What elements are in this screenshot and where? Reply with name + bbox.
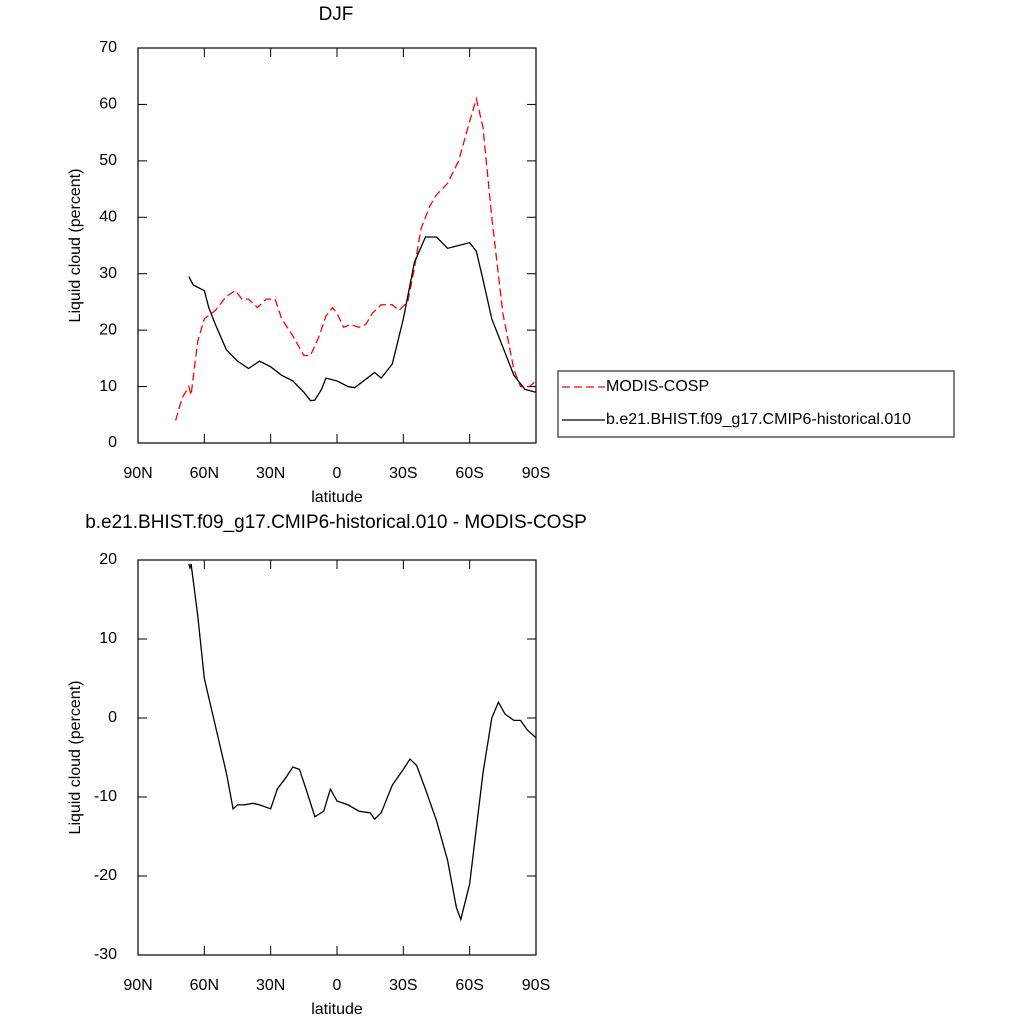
x-tick-label: 30S — [389, 465, 417, 482]
legend-box — [557, 370, 955, 438]
y-tick-label: 70 — [99, 39, 117, 56]
series-line — [188, 563, 537, 922]
y-tick-label: 0 — [108, 434, 117, 451]
legend-label: MODIS-COSP — [606, 378, 709, 395]
x-tick-label: 90N — [123, 465, 152, 482]
x-tick-label: 90N — [123, 977, 152, 994]
y-tick-label: -20 — [94, 867, 117, 884]
x-tick-label: 0 — [333, 465, 342, 482]
y-tick-label: 10 — [99, 630, 117, 647]
y-tick-label: 20 — [99, 551, 117, 568]
x-axis-label: latitude — [311, 1001, 363, 1018]
y-tick-label: 40 — [99, 209, 117, 226]
y-axis-label: Liquid cloud (percent) — [67, 169, 84, 323]
x-tick-label: 30N — [256, 977, 285, 994]
x-tick-label: 30N — [256, 465, 285, 482]
x-tick-label: 60S — [455, 977, 483, 994]
x-tick-label: 0 — [333, 977, 342, 994]
legend-label: b.e21.BHIST.f09_g17.CMIP6-historical.010 — [606, 411, 911, 428]
series-line — [188, 236, 537, 402]
y-tick-label: 50 — [99, 152, 117, 169]
y-tick-label: 10 — [99, 378, 117, 395]
plot-frame — [137, 47, 537, 444]
chart-title: DJF — [319, 4, 354, 25]
y-tick-label: -30 — [94, 946, 117, 963]
series-line — [174, 96, 537, 421]
chart-title: b.e21.BHIST.f09_g17.CMIP6-historical.010… — [85, 512, 587, 533]
y-tick-label: 0 — [108, 709, 117, 726]
x-tick-label: 90S — [522, 465, 550, 482]
y-tick-label: 30 — [99, 265, 117, 282]
x-tick-label: 30S — [389, 977, 417, 994]
x-tick-label: 60N — [190, 465, 219, 482]
plot-frame — [137, 559, 537, 956]
x-axis-label: latitude — [311, 489, 363, 506]
y-tick-label: -10 — [94, 788, 117, 805]
y-tick-label: 20 — [99, 321, 117, 338]
x-tick-label: 60S — [455, 465, 483, 482]
y-axis-label: Liquid cloud (percent) — [67, 681, 84, 835]
x-tick-label: 90S — [522, 977, 550, 994]
y-tick-label: 60 — [99, 96, 117, 113]
x-tick-label: 60N — [190, 977, 219, 994]
